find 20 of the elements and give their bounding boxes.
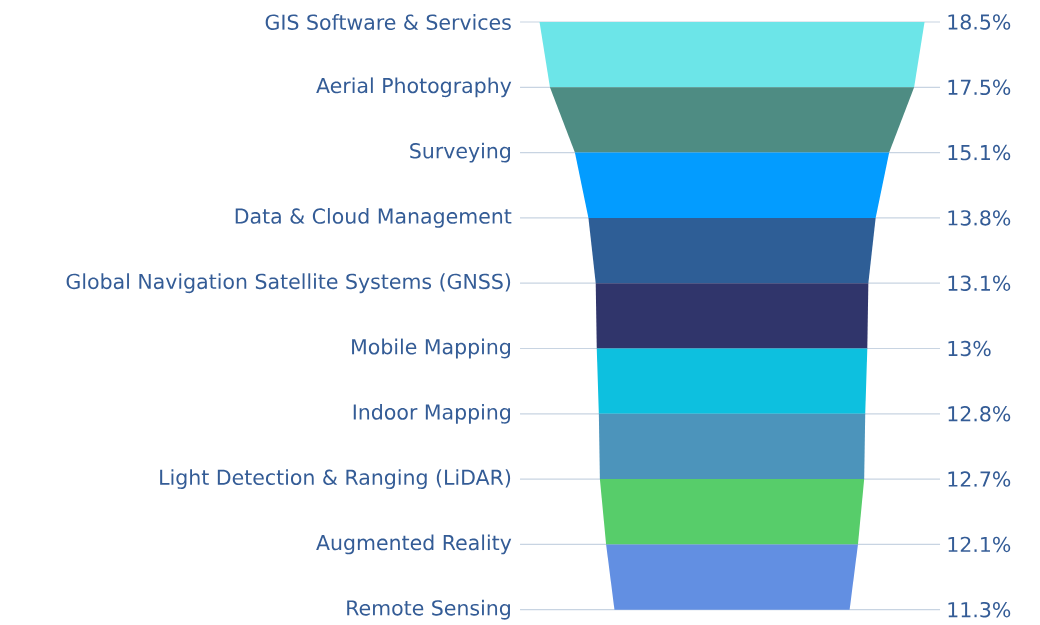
data-label: 12.7% xyxy=(948,471,1011,487)
data-label: 13.8% xyxy=(948,210,1011,226)
category-label: Data & Cloud Management xyxy=(235,207,512,228)
data-label: 12.1% xyxy=(948,536,1011,553)
category-label: Remote Sensing xyxy=(347,599,510,620)
category-label: Light Detection & Ranging (LiDAR) xyxy=(160,469,511,490)
category-label: Augmented Reality xyxy=(316,534,512,555)
data-label: 13% xyxy=(948,340,991,357)
category-label: Indoor Mapping xyxy=(353,403,510,424)
category-label: GIS Software & Services xyxy=(265,14,511,30)
data-label: 12.8% xyxy=(948,406,1011,422)
category-label: Aerial Photography xyxy=(316,77,512,98)
category-label: Surveying xyxy=(410,142,510,163)
category-label: Mobile Mapping xyxy=(352,338,510,359)
data-label: 13.1% xyxy=(948,275,1011,291)
category-label: Global Navigation Satellite Systems (GNSS) xyxy=(66,273,511,294)
data-label: 11.3% xyxy=(948,601,1011,618)
data-label: 17.5% xyxy=(948,79,1011,96)
data-label: 18.5% xyxy=(948,14,1011,30)
data-label: 15.1% xyxy=(948,144,1011,161)
